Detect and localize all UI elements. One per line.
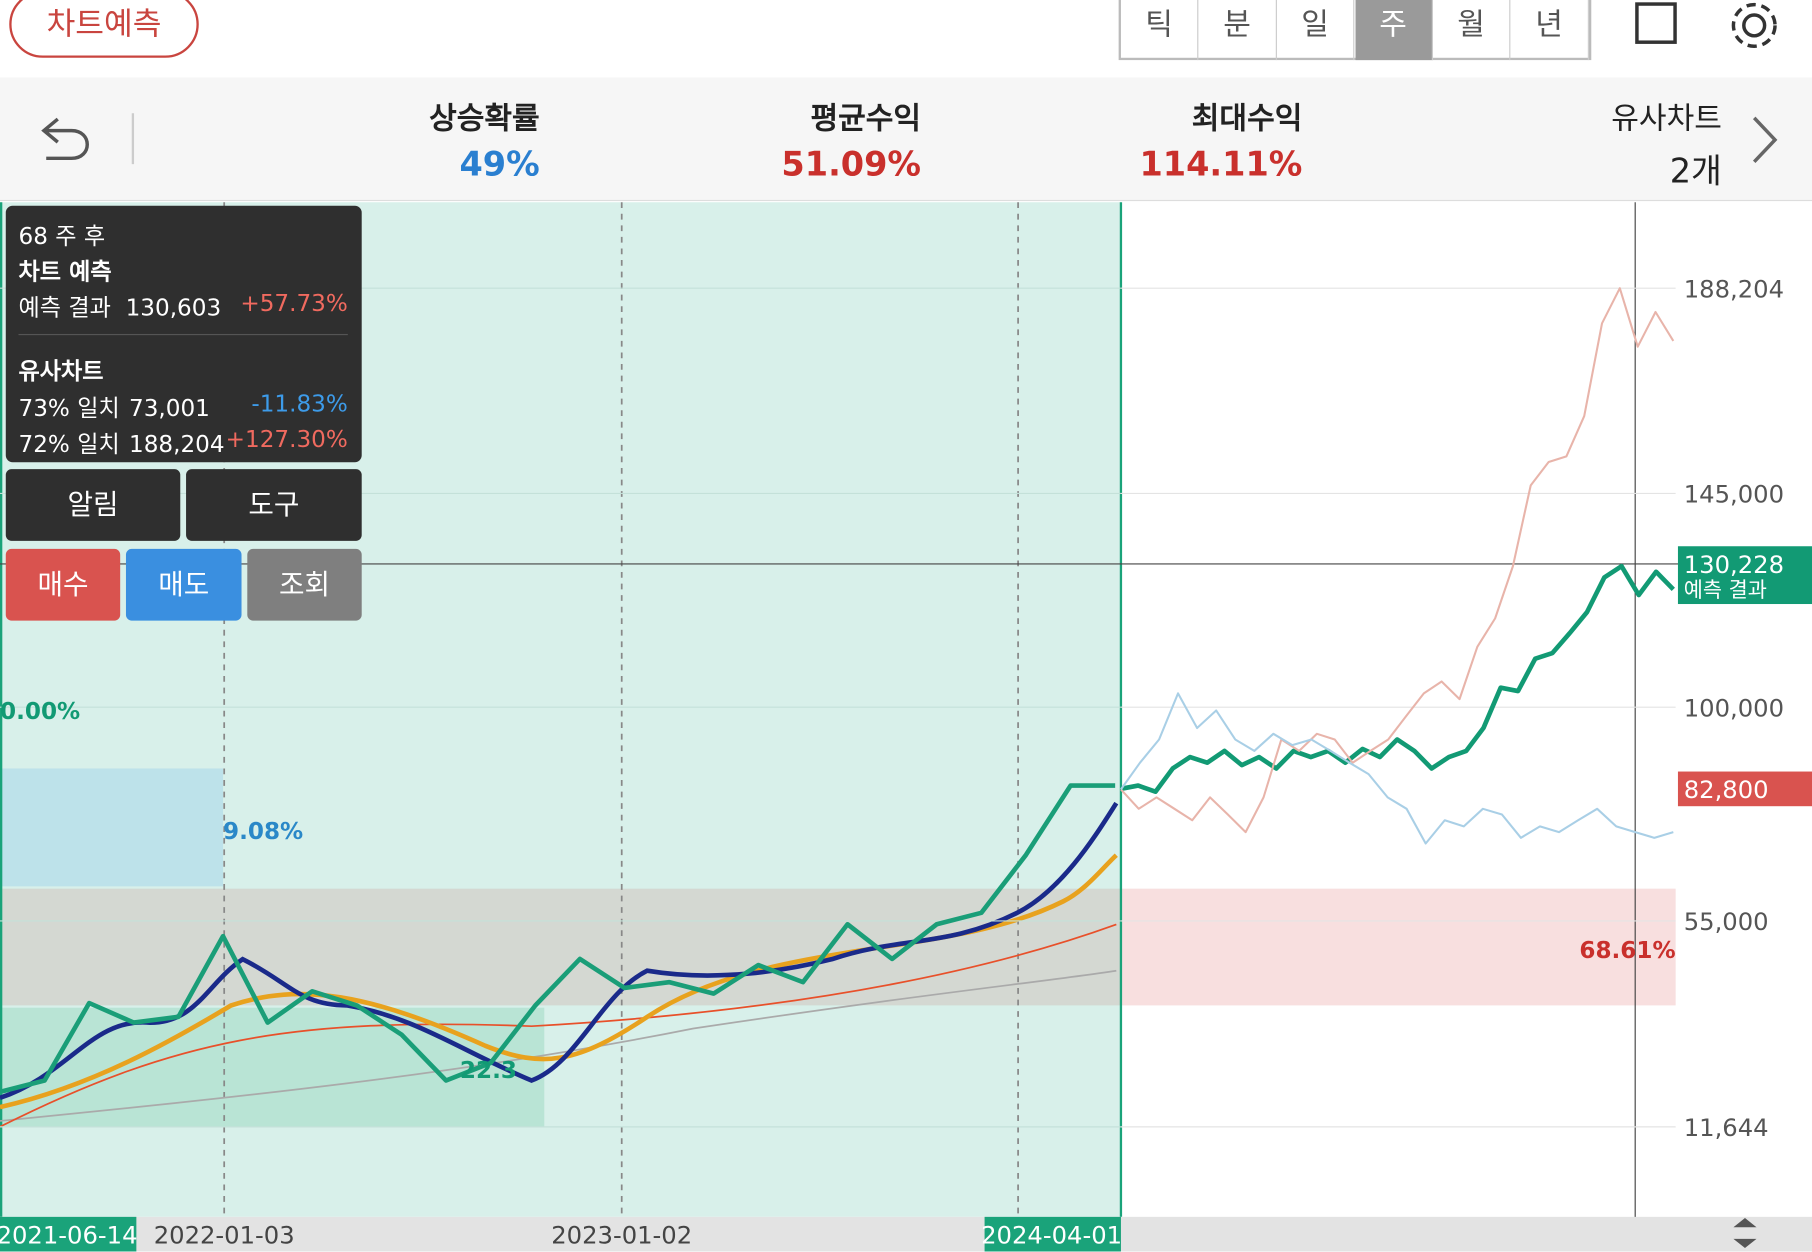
y-tick-label: 100,000 xyxy=(1684,693,1784,722)
next-icon[interactable] xyxy=(1747,113,1782,166)
x-tick-label: 2021-06-14 xyxy=(0,1220,137,1249)
timeframe-tab[interactable]: 틱 xyxy=(1121,0,1199,61)
zone-label: 0.00% xyxy=(0,699,80,725)
label: 예측 결과 xyxy=(18,293,111,322)
separator xyxy=(18,333,348,336)
zone-box xyxy=(0,1007,545,1127)
date-box xyxy=(0,1216,137,1252)
stat-label: 유사차트 xyxy=(1611,101,1722,137)
match: 73% 일치 xyxy=(18,394,120,422)
x-tick-label: 2023-01-02 xyxy=(551,1220,692,1249)
y-tick-label: 55,000 xyxy=(1684,907,1769,936)
series-line xyxy=(0,783,1116,1095)
zone-label: 68.61% xyxy=(1579,938,1675,964)
moving-averages xyxy=(0,801,1119,1128)
x-tick-label: 2022-01-03 xyxy=(154,1220,295,1249)
value: 73,001 xyxy=(128,394,210,422)
y-tick-label: 188,204 xyxy=(1684,274,1784,303)
price-marker xyxy=(1677,546,1812,605)
stat-value: 49% xyxy=(459,144,540,184)
zone-band xyxy=(0,888,1121,1006)
value: 130,603 xyxy=(125,293,222,322)
similar-row: 73% 일치 73,001 -11.83% xyxy=(18,389,348,422)
zone-box xyxy=(0,768,224,887)
panel-title: 차트 예측 xyxy=(18,257,112,286)
stat: 상승확률 49% xyxy=(429,95,540,184)
change: -11.83% xyxy=(251,389,348,418)
x-tick-label: 2024-04-01 xyxy=(981,1220,1122,1249)
stat: 평균수익 51.09% xyxy=(781,95,921,184)
timeframe-tab[interactable]: 주 xyxy=(1354,0,1433,61)
change: +127.30% xyxy=(225,425,348,453)
action-button[interactable]: 매도 xyxy=(125,548,242,621)
timeframe-tab[interactable]: 월 xyxy=(1433,0,1511,61)
period: 68 주 후 xyxy=(18,221,106,250)
timeframe-tab[interactable]: 분 xyxy=(1199,0,1277,61)
action-button[interactable]: 매수 xyxy=(5,548,121,621)
price-label: 82,800 xyxy=(1684,775,1769,804)
y-tick-label: 145,000 xyxy=(1684,480,1784,509)
result-row: 예측 결과 130,603 +57.73% xyxy=(18,288,348,322)
series-line xyxy=(1120,563,1675,795)
date-box xyxy=(984,1216,1121,1252)
stat-value: 51.09% xyxy=(781,144,922,184)
fullscreen-icon[interactable] xyxy=(1635,2,1677,44)
stat-label: 최대수익 xyxy=(1191,101,1303,137)
stat-label: 상승확률 xyxy=(429,101,540,137)
settings-icon[interactable] xyxy=(1729,0,1782,53)
date-lines xyxy=(223,202,1019,1217)
zone-label: 22.3 xyxy=(460,1058,517,1084)
action-button[interactable]: 알림 xyxy=(5,469,181,541)
series-line xyxy=(1120,692,1674,845)
stat: 유사차트 2개 xyxy=(1611,95,1722,193)
similar-title: 유사차트 xyxy=(18,357,104,385)
stats-bar xyxy=(0,77,1812,202)
match: 72% 일치 xyxy=(18,429,120,458)
stat: 최대수익 114.11% xyxy=(1139,95,1302,184)
date-bar xyxy=(0,1216,1812,1252)
price-marker xyxy=(1677,771,1812,807)
info-panel: 68 주 후 차트 예측 예측 결과 130,603 +57.73% 유사차트 … xyxy=(5,205,362,463)
stat-value: 114.11% xyxy=(1139,144,1303,184)
timeframe-tab[interactable]: 년 xyxy=(1511,0,1589,61)
change: +57.73% xyxy=(240,288,348,317)
value: 188,204 xyxy=(128,429,225,458)
stat-value: 2개 xyxy=(1669,151,1722,191)
action-button[interactable]: 도구 xyxy=(186,469,362,541)
zone-label: 9.08% xyxy=(223,819,303,845)
back-icon[interactable] xyxy=(35,110,139,168)
price-note: 예측 결과 xyxy=(1684,578,1767,602)
scroll-icon xyxy=(1733,1218,1757,1249)
similar-row: 72% 일치 188,204 +127.30% xyxy=(18,425,348,458)
zone-band-forecast xyxy=(1120,888,1676,1006)
chart-predict-button[interactable]: 차트예측 xyxy=(9,0,199,58)
series-line xyxy=(1120,287,1675,834)
price-label: 130,228 xyxy=(1684,550,1784,579)
action-button[interactable]: 조회 xyxy=(247,548,362,621)
timeframe-tab[interactable]: 일 xyxy=(1277,0,1355,61)
stat-label: 평균수익 xyxy=(810,101,922,137)
y-tick-label: 11,644 xyxy=(1684,1113,1769,1142)
